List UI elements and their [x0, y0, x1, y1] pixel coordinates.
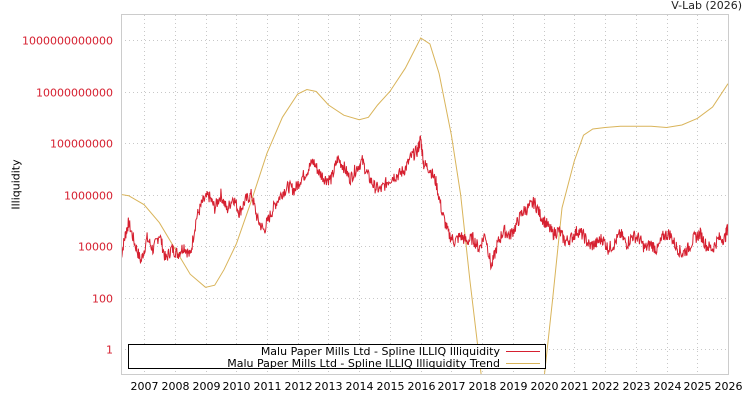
- legend-label-series: Malu Paper Mills Ltd - Spline ILLIQ Illi…: [261, 345, 501, 358]
- y-tick-label: 1000000: [64, 190, 113, 203]
- y-tick-label: 10000: [78, 241, 113, 254]
- y-tick-label: 1: [106, 344, 113, 357]
- x-axis-ticks: 2007 2008 2009 2010 2011 2012 2013 2014 2015 2016…: [131, 380, 743, 393]
- y-tick-label: 1000000000000: [22, 35, 113, 48]
- y-tick-label: 10000000000: [36, 87, 113, 100]
- legend-label-trend: Malu Paper Mills Ltd - Spline ILLIQ Illi…: [227, 357, 500, 370]
- x-tick-label: 2026: [715, 380, 743, 393]
- x-tick-label: 2023: [623, 380, 651, 393]
- x-tick-label: 2017: [438, 380, 466, 393]
- x-tick-label: 2020: [531, 380, 559, 393]
- y-tick-label: 100000000: [50, 138, 113, 151]
- x-tick-label: 2019: [500, 380, 528, 393]
- x-tick-label: 2013: [315, 380, 343, 393]
- grid-lines: [121, 15, 729, 374]
- x-tick-label: 2007: [131, 380, 159, 393]
- x-tick-label: 2009: [193, 380, 221, 393]
- x-tick-label: 2024: [654, 380, 682, 393]
- legend: Malu Paper Mills Ltd - Spline ILLIQ Illi…: [128, 344, 546, 370]
- x-tick-label: 2014: [346, 380, 374, 393]
- x-tick-label: 2025: [684, 380, 712, 393]
- x-tick-label: 2010: [223, 380, 251, 393]
- x-tick-label: 2012: [285, 380, 313, 393]
- trend-line: [122, 37, 728, 374]
- x-tick-label: 2021: [561, 380, 589, 393]
- x-tick-label: 2011: [254, 380, 282, 393]
- x-tick-label: 2008: [162, 380, 190, 393]
- legend-box: [128, 344, 546, 369]
- y-tick-label: 100: [92, 293, 113, 306]
- x-tick-label: 2016: [408, 380, 436, 393]
- plot-frame: [121, 14, 729, 375]
- x-tick-label: 2022: [592, 380, 620, 393]
- chart-credit: V-Lab (2026): [671, 0, 742, 12]
- y-axis-ticks: 1000000000000 10000000000 100000000 1000000…: [22, 35, 113, 357]
- x-tick-label: 2015: [377, 380, 405, 393]
- x-tick-label: 2018: [469, 380, 497, 393]
- illiquidity-line: [122, 135, 728, 271]
